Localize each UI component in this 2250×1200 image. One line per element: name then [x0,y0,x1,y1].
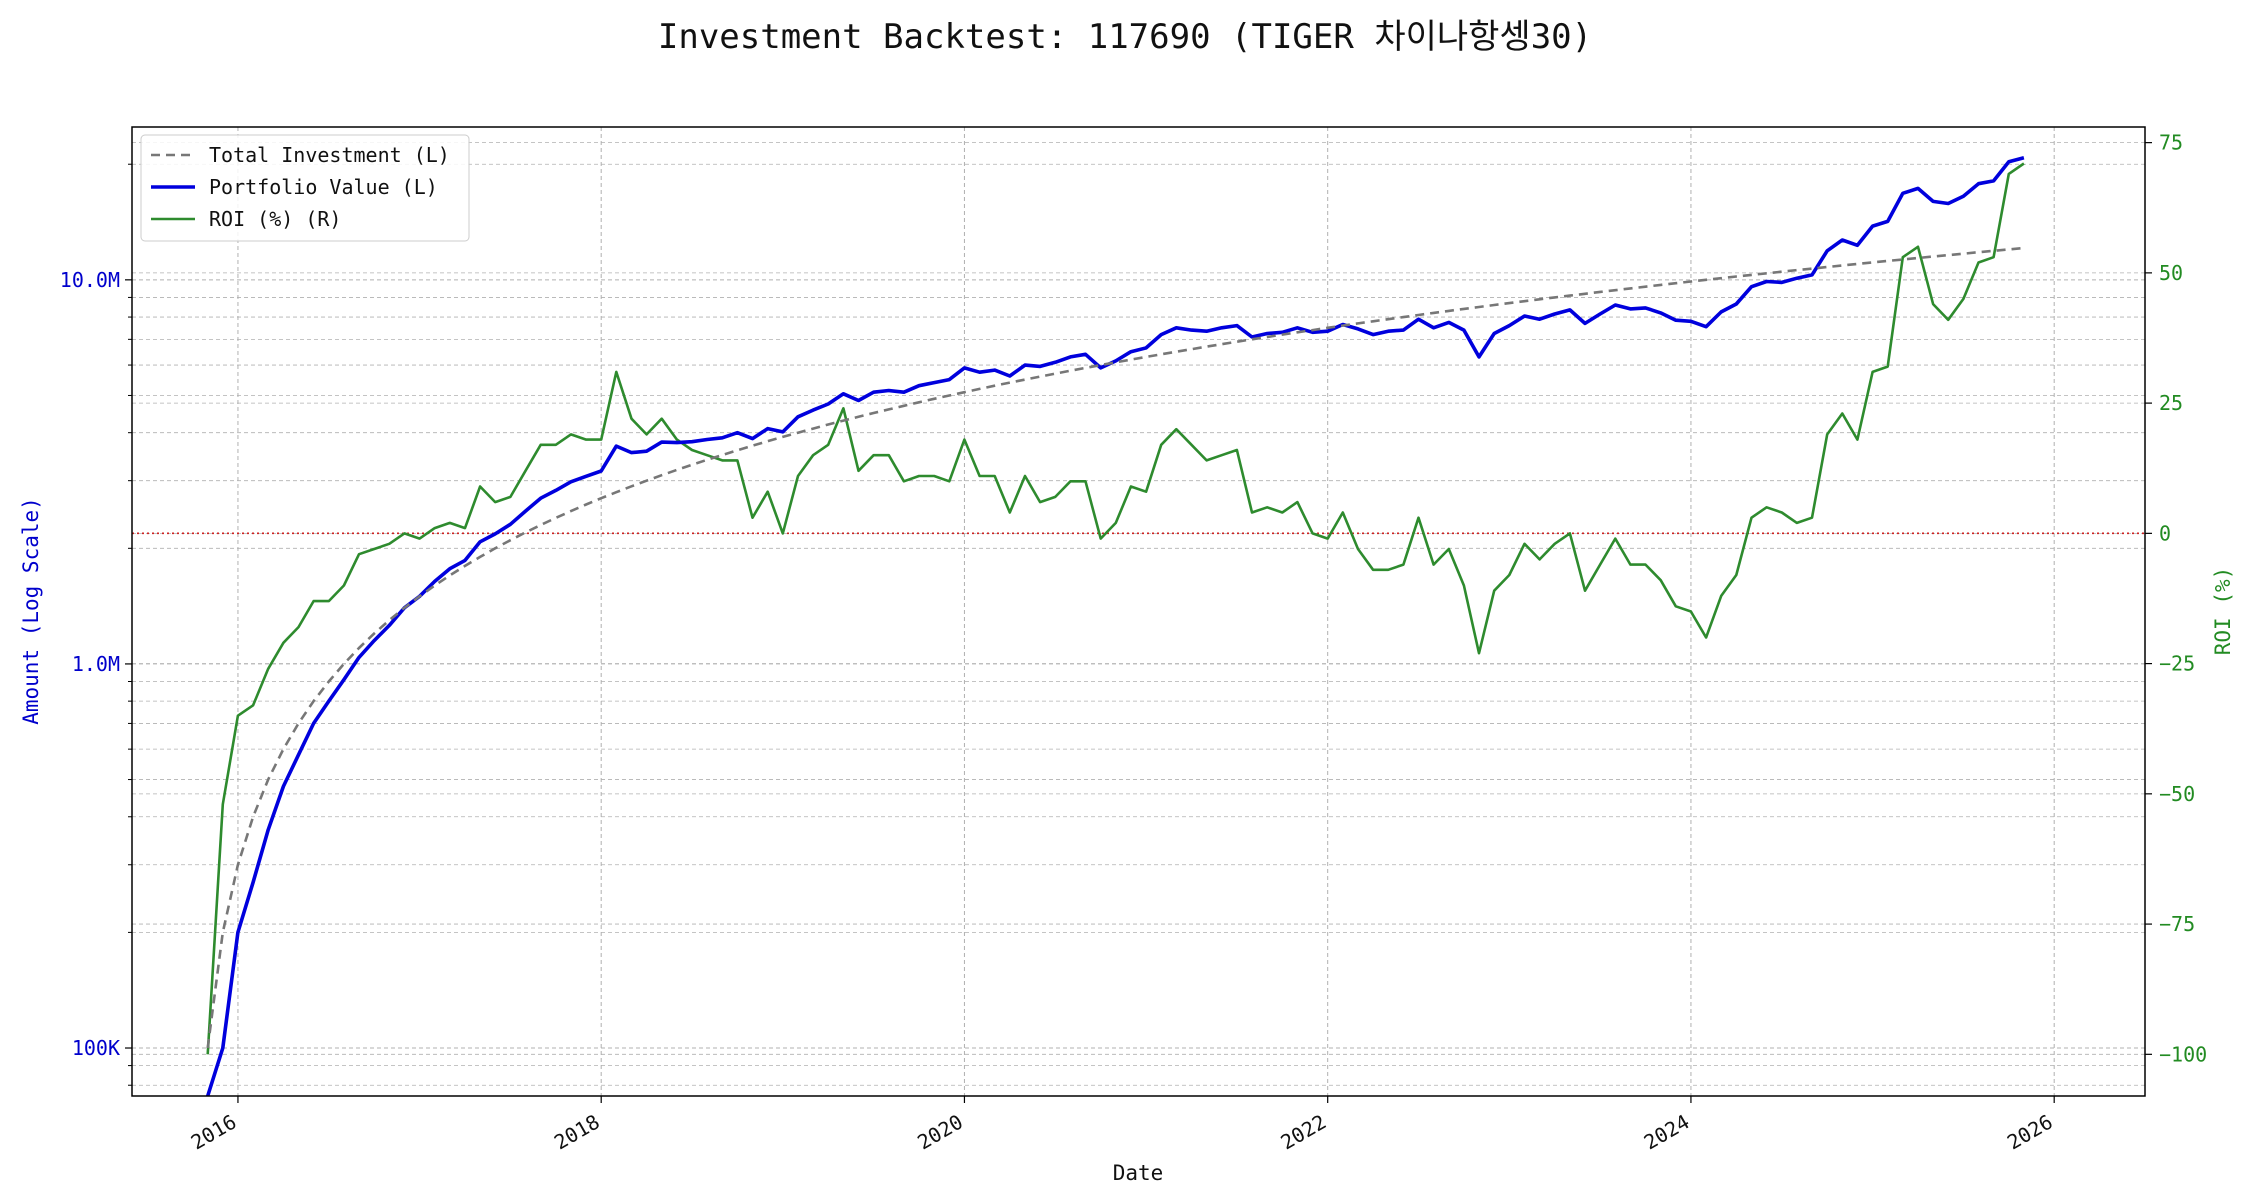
legend-label-total-investment: Total Investment (L) [209,143,450,167]
y-right-tick-label: 25 [2159,391,2183,415]
grid [132,127,2145,1096]
x-tick-label: 2026 [2003,1110,2057,1155]
legend: Total Investment (L) Portfolio Value (L)… [140,134,470,242]
legend-label-portfolio-value: Portfolio Value (L) [209,175,438,199]
axes: 2016 2018 2020 2022 2024 2026 100K 1.0M 10.0M −10… [60,131,2207,1155]
y-right-tick-label: 50 [2159,261,2183,285]
legend-label-roi: ROI (%) (R) [209,207,341,231]
portfolio-value-line [205,155,2025,1097]
roi-line [206,162,2025,1055]
y-axis-right-label: ROI (%) [2211,567,2235,656]
x-tick-label: 2024 [1640,1110,1694,1155]
legend-box [140,134,470,242]
y-right-tick-label: −50 [2159,782,2195,806]
y-right-tick-label: −75 [2159,912,2195,936]
y-right-tick-label: 0 [2159,521,2171,545]
y-right-tick-label: −25 [2159,652,2195,676]
x-tick-label: 2020 [913,1110,967,1155]
chart-title: Investment Backtest: 117690 (TIGER 차이나항셍… [658,17,1592,57]
x-tick-label: 2018 [550,1110,604,1155]
x-tick-label: 2022 [1276,1110,1330,1155]
y-right-tick-label: −100 [2159,1042,2207,1066]
y-left-tick-label: 10.0M [60,268,120,292]
y-axis-left-label: Amount (Log Scale) [19,497,43,725]
y-left-tick-label: 1.0M [72,652,120,676]
x-axis-label: Date [1113,1161,1164,1185]
x-tick-label: 2016 [187,1110,241,1155]
total-investment-line [206,246,2025,1049]
y-left-tick-label: 100K [72,1036,120,1060]
y-right-tick-label: 75 [2159,131,2183,155]
plot-frame [131,126,2146,1097]
series-layer [132,155,2145,1097]
